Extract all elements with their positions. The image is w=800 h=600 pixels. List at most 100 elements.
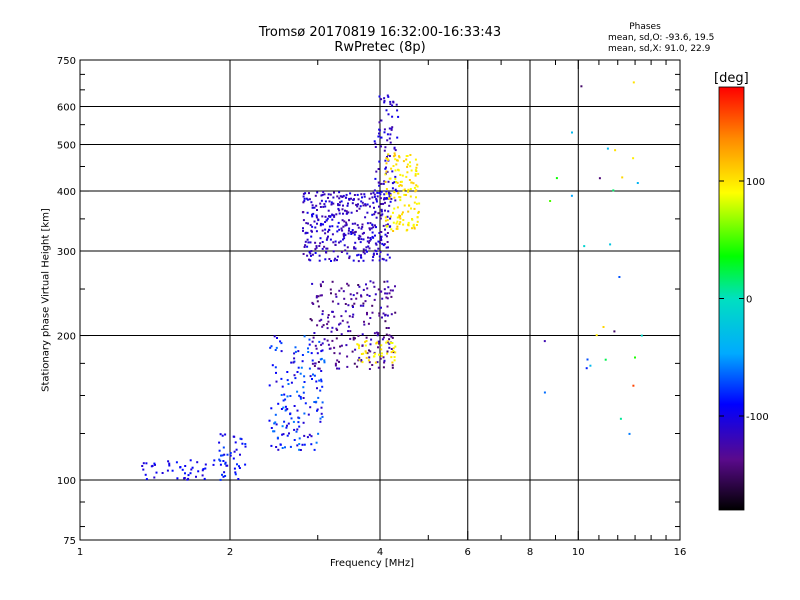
data-point [373, 285, 376, 288]
data-point [384, 146, 387, 149]
data-point [284, 398, 287, 401]
gridlines [80, 60, 680, 540]
data-point [306, 238, 309, 241]
data-point [344, 224, 347, 227]
data-point [412, 224, 415, 227]
data-point [373, 193, 376, 196]
data-point [335, 295, 338, 298]
data-point [292, 420, 295, 423]
data-point [400, 184, 403, 187]
data-point [304, 192, 307, 195]
data-point [342, 233, 345, 236]
data-point [377, 168, 380, 170]
data-point [168, 464, 171, 467]
data-point [406, 165, 409, 168]
data-point [413, 207, 416, 210]
data-point [357, 203, 359, 206]
data-point [317, 305, 320, 308]
stats-o-mode: mean, sd,O: -93.6, 19.5 [608, 33, 715, 43]
data-point [311, 359, 314, 362]
data-point [331, 280, 334, 283]
data-point [345, 193, 348, 196]
data-point [364, 300, 367, 303]
data-point [338, 212, 341, 215]
data-point [197, 470, 200, 473]
data-point [332, 241, 335, 244]
data-point [376, 361, 379, 364]
data-point [380, 231, 383, 233]
data-point [357, 198, 360, 201]
data-point [313, 448, 316, 451]
data-point [308, 343, 311, 346]
data-point [373, 332, 376, 335]
data-point [325, 251, 328, 254]
data-point [356, 365, 359, 368]
data-point [385, 109, 388, 112]
data-point [311, 253, 314, 256]
data-point [219, 463, 222, 466]
data-point [349, 293, 352, 296]
data-point [296, 371, 299, 373]
data-point [379, 251, 382, 254]
data-point [405, 158, 408, 161]
data-point [408, 204, 410, 207]
data-point [324, 228, 327, 231]
data-point [378, 232, 381, 234]
data-point [336, 195, 339, 198]
data-point [377, 346, 379, 349]
data-point [368, 197, 371, 200]
data-point [375, 331, 378, 334]
data-point [394, 175, 397, 178]
data-point [229, 454, 232, 457]
data-point [302, 391, 305, 394]
data-point [318, 379, 321, 382]
data-point [315, 296, 318, 299]
data-point [235, 448, 238, 451]
data-point [336, 359, 339, 362]
data-point [380, 210, 383, 213]
data-point [358, 356, 361, 359]
data-point [385, 259, 388, 262]
data-point [414, 169, 417, 172]
data-point [381, 316, 383, 319]
y-tick-label: 100 [57, 476, 76, 487]
data-point [277, 448, 280, 451]
data-point [391, 126, 394, 129]
data-point [342, 225, 345, 228]
data-point [386, 241, 389, 243]
data-point [360, 227, 363, 230]
data-point [377, 340, 380, 343]
data-point [394, 199, 397, 202]
data-point [388, 225, 391, 228]
data-point [385, 166, 387, 169]
data-point [386, 133, 389, 136]
data-point [391, 289, 394, 292]
data-point [374, 146, 377, 148]
data-point [333, 215, 336, 218]
data-point [380, 239, 383, 242]
data-point [356, 343, 359, 346]
data-point [393, 196, 396, 199]
data-point [366, 203, 369, 206]
data-point [293, 405, 296, 407]
data-point [364, 216, 367, 219]
data-point [344, 310, 347, 313]
data-point [366, 293, 369, 296]
data-point [380, 182, 383, 185]
data-point [350, 233, 353, 235]
data-point [191, 466, 194, 469]
data-point [273, 430, 276, 433]
colorbar-ticks: 100 0 -100 [719, 177, 769, 423]
data-point [343, 244, 346, 247]
data-point [396, 206, 399, 209]
data-point [317, 219, 320, 222]
data-point [380, 235, 383, 238]
data-point [389, 217, 392, 220]
data-point [302, 253, 305, 255]
data-point [343, 297, 346, 300]
data-point [311, 378, 313, 380]
data-point [315, 246, 318, 249]
data-point [389, 100, 392, 103]
data-point [390, 348, 393, 350]
data-point [378, 192, 381, 194]
